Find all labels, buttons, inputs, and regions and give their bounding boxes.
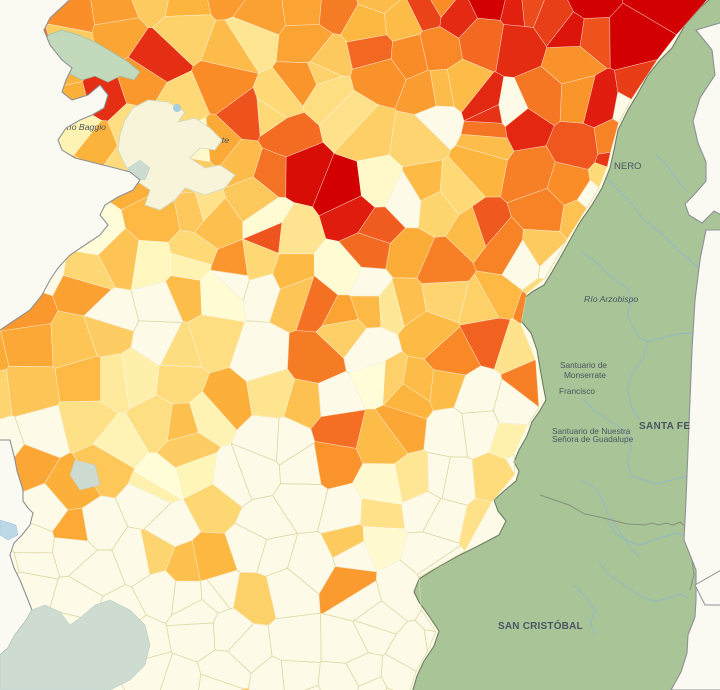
svg-text:NERO: NERO	[614, 161, 641, 172]
svg-text:Santuario de: Santuario de	[560, 360, 607, 370]
svg-text:Río Arzobispo: Río Arzobispo	[584, 294, 638, 304]
svg-text:Monserrate: Monserrate	[564, 370, 606, 380]
svg-text:SAN CRISTÓBAL: SAN CRISTÓBAL	[498, 619, 583, 632]
svg-text:SANTA FE: SANTA FE	[639, 421, 690, 432]
svg-text:Francisco: Francisco	[559, 386, 595, 396]
svg-text:Señora de Guadalupe: Señora de Guadalupe	[552, 434, 634, 444]
